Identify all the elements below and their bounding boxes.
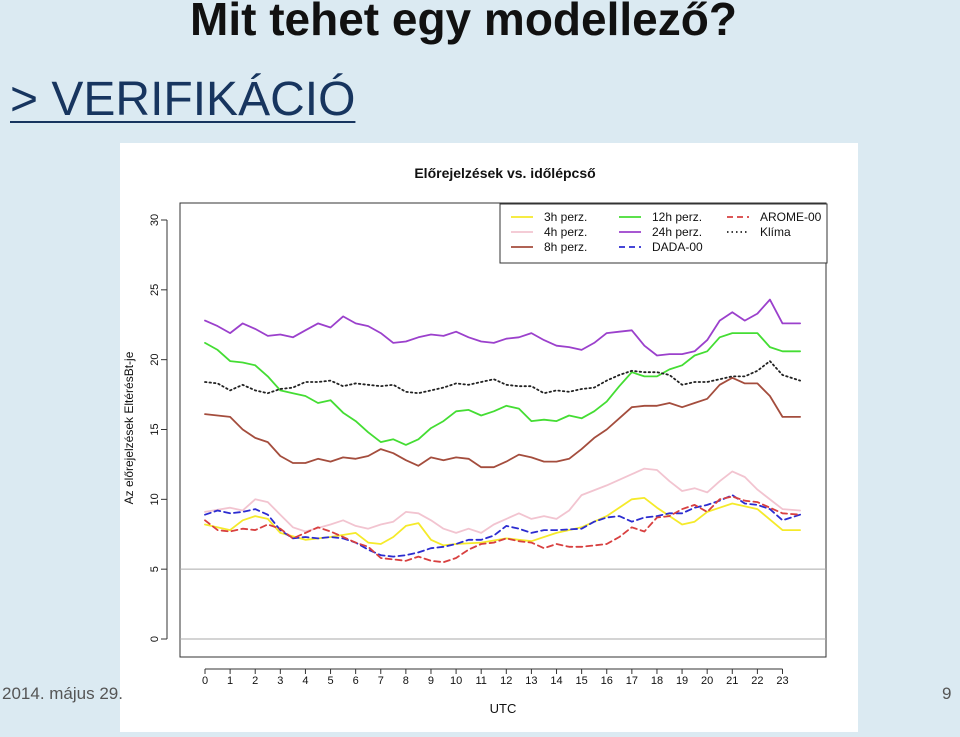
legend-label: DADA-00 xyxy=(652,240,703,254)
x-tick-label: 3 xyxy=(277,675,283,687)
x-tick-label: 22 xyxy=(751,675,763,687)
x-axis: 0 1 2 3 4 5 6 7 8 9 10 11 12 13 14 15 16 17 18 19 20 21 22 23 xyxy=(202,668,789,687)
x-tick-label: 19 xyxy=(676,675,688,687)
x-tick-label: 5 xyxy=(327,675,333,687)
y-tick-label: 25 xyxy=(149,284,161,296)
series-line-2 xyxy=(204,376,801,469)
x-tick-label: 14 xyxy=(550,675,562,687)
legend-label: 4h perz. xyxy=(544,225,587,239)
legend-label: Klíma xyxy=(760,225,791,239)
series-line-1 xyxy=(204,467,801,534)
x-tick-label: 9 xyxy=(428,675,434,687)
line-chart: Előrejelzések vs. időlépcső 051015202530… xyxy=(122,165,828,716)
x-tick-label: 8 xyxy=(403,675,409,687)
x-tick-label: 21 xyxy=(726,675,738,687)
x-tick-label: 7 xyxy=(378,675,384,687)
series-line-6 xyxy=(204,495,801,564)
y-tick-label: 15 xyxy=(149,423,161,435)
chart-title: Előrejelzések vs. időlépcső xyxy=(414,165,595,181)
y-tick-label: 5 xyxy=(149,566,161,572)
series-layer xyxy=(204,298,801,564)
series-line-7 xyxy=(204,360,801,395)
x-tick-label: 0 xyxy=(202,675,208,687)
legend-label: 3h perz. xyxy=(544,210,587,224)
x-axis-label: UTC xyxy=(490,701,517,716)
section-heading: > VERIFIKÁCIÓ xyxy=(10,73,356,126)
x-tick-label: 11 xyxy=(475,675,486,687)
legend-label: AROME-00 xyxy=(760,210,822,224)
legend-box xyxy=(499,203,828,264)
x-tick-label: 6 xyxy=(353,675,359,687)
x-tick-label: 4 xyxy=(302,675,308,687)
chart-panel: Előrejelzések vs. időlépcső 0 5 10 15 20 25 30… xyxy=(120,143,858,732)
x-tick-label: 15 xyxy=(576,675,588,687)
legend-label: 12h perz. xyxy=(652,210,702,224)
x-tick-label: 20 xyxy=(701,675,713,687)
x-tick-label: 12 xyxy=(500,675,512,687)
legend: 3h perz.4h perz.8h perz. 12h perz.24h per… xyxy=(499,203,828,264)
y-tick-label: 20 xyxy=(149,354,161,366)
y-tick-label: 30 xyxy=(149,214,161,226)
x-tick-label: 2 xyxy=(252,675,258,687)
page-number: 9 xyxy=(942,684,952,703)
slide-title: Mit tehet egy modellező? xyxy=(190,0,737,45)
x-tick-label: 13 xyxy=(525,675,537,687)
series-line-3 xyxy=(204,332,801,446)
x-tick-label: 23 xyxy=(776,675,788,687)
x-tick-label: 10 xyxy=(450,675,462,687)
legend-label: 24h perz. xyxy=(652,225,702,239)
footer-date: 2014. május 29. xyxy=(2,684,123,703)
reference-lines xyxy=(180,568,826,640)
x-tick-label: 17 xyxy=(626,675,638,687)
series-line-4 xyxy=(204,298,801,357)
plot-frame xyxy=(179,202,827,658)
legend-label: 8h perz. xyxy=(544,240,587,254)
y-axis: 0 5 10 15 20 25 30 xyxy=(149,214,168,642)
y-tick-label: 10 xyxy=(149,493,161,505)
series-line-5 xyxy=(204,494,801,558)
x-tick-label: 1 xyxy=(227,675,233,687)
y-tick-label: 0 xyxy=(149,636,161,642)
x-tick-label: 18 xyxy=(651,675,663,687)
x-tick-label: 16 xyxy=(601,675,613,687)
y-axis-label: Az előrejelzések EltérésBt-je xyxy=(122,351,136,504)
